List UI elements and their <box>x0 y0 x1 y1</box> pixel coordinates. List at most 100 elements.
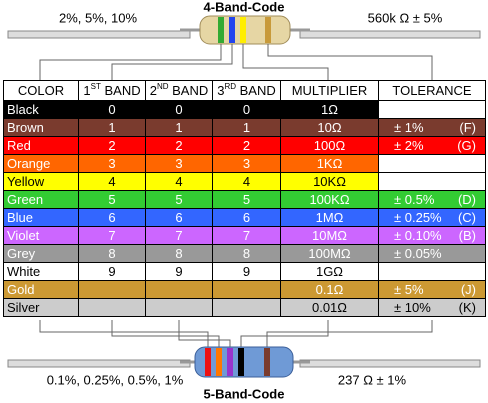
tolerance-value: ± 0.10% <box>394 228 442 243</box>
band-digit: 2 <box>78 136 146 155</box>
multiplier: 1GΩ <box>280 262 379 281</box>
tolerance-value: ± 0.5% <box>394 192 435 207</box>
column-header: 3RD BAND <box>212 80 281 101</box>
top-title: 4-Band-Code <box>204 0 285 14</box>
band-digit: 8 <box>212 244 281 263</box>
band-digit: 4 <box>78 172 146 191</box>
bottom-right-label: 237 Ω ± 1% <box>338 372 407 387</box>
tolerance-value: ± 1% <box>394 120 424 135</box>
header-sup: RD <box>224 82 237 91</box>
band-digit: 3 <box>78 154 146 173</box>
multiplier: 10MΩ <box>280 226 379 245</box>
band-digit: 2 <box>145 136 213 155</box>
color-name: White <box>3 262 79 281</box>
column-header: MULTIPLIER <box>280 80 379 101</box>
band-digit: 8 <box>78 244 146 263</box>
header-text: BAND <box>104 83 141 98</box>
band <box>218 17 224 43</box>
band-digit: 9 <box>78 262 146 281</box>
lead-bar <box>7 30 191 39</box>
multiplier: 0.1Ω <box>280 280 379 299</box>
table-row: Gold 0.1Ω ± 5% (J) <box>3 280 486 299</box>
tolerance-cell: ± 0.25% (C) <box>382 210 482 226</box>
band-digit: 9 <box>212 262 281 281</box>
color-name: Green <box>3 190 79 209</box>
band-digit: 4 <box>212 172 281 191</box>
band-digit: 0 <box>145 100 213 119</box>
table-row: White 9 9 9 1GΩ <box>3 262 486 281</box>
band-digit: 0 <box>212 100 281 119</box>
band-digit: 3 <box>145 154 213 173</box>
tolerance: ± 10% (K) <box>378 298 486 317</box>
tolerance-cell: ± 10% (K) <box>382 300 482 316</box>
column-header: 1ST BAND <box>78 80 146 101</box>
color-name: Violet <box>3 226 79 245</box>
multiplier: 0.01Ω <box>280 298 379 317</box>
tolerance-code: (D) <box>457 192 476 207</box>
tolerance: ± 1% (F) <box>378 118 486 137</box>
color-name: Grey <box>3 244 79 263</box>
bottom-title: 5-Band-Code <box>204 386 285 401</box>
band <box>265 17 271 43</box>
lead-bar <box>299 359 481 368</box>
header-text: MULTIPLIER <box>291 83 368 98</box>
tolerance-code: (C) <box>457 210 476 225</box>
header-sup: ST <box>90 82 101 91</box>
column-header: COLOR <box>3 80 79 101</box>
tolerance <box>378 262 486 281</box>
tolerance <box>378 100 486 119</box>
band-digit: 8 <box>145 244 213 263</box>
band-digit <box>78 280 146 299</box>
tolerance-cell: ± 2% (G) <box>382 138 482 154</box>
tolerance-value: ± 0.25% <box>394 210 442 225</box>
multiplier: 1Ω <box>280 100 379 119</box>
color-name: Blue <box>3 208 79 227</box>
band <box>264 348 270 376</box>
color-name: Brown <box>3 118 79 137</box>
table-row: Orange 3 3 3 1KΩ <box>3 154 486 173</box>
band-digit: 5 <box>212 190 281 209</box>
color-name: Yellow <box>3 172 79 191</box>
tolerance-code: (F) <box>459 120 476 135</box>
tolerance-code: (G) <box>457 138 476 153</box>
table-row: Violet 7 7 7 10MΩ ± 0.10% (B) <box>3 226 486 245</box>
band-digit: 6 <box>212 208 281 227</box>
color-name: Black <box>3 100 79 119</box>
header-text: BAND <box>172 83 209 98</box>
header-row: COLOR 1ST BAND 2ND BAND 3RD BAND MULTIPLIER T… <box>3 80 486 101</box>
multiplier: 1KΩ <box>280 154 379 173</box>
band-digit: 7 <box>78 226 146 245</box>
connectors <box>39 320 433 348</box>
band-digit: 1 <box>145 118 213 137</box>
tolerance <box>378 172 486 191</box>
band-digit <box>212 280 281 299</box>
multiplier: 10KΩ <box>280 172 379 191</box>
header-number: 3 <box>217 83 225 98</box>
table-row: Yellow 4 4 4 10KΩ <box>3 172 486 191</box>
band <box>240 17 246 43</box>
multiplier: 100MΩ <box>280 244 379 263</box>
band-digit: 1 <box>212 118 281 137</box>
tolerance-code: (B) <box>458 228 476 243</box>
tolerance-value: ± 2% <box>394 138 424 153</box>
table-body: Black 0 0 0 1Ω Brown 1 1 1 10Ω ± 1% (F) Red 2 2 2 100Ω ± … <box>3 100 486 317</box>
tolerance <box>378 154 486 173</box>
tolerance-value: ± 0.05% <box>394 246 442 261</box>
tolerance-cell: ± 1% (F) <box>382 120 482 136</box>
band-digit: 5 <box>78 190 146 209</box>
tolerance-code: (K) <box>458 300 476 315</box>
band <box>229 17 235 43</box>
band-digit: 6 <box>78 208 146 227</box>
band-digit: 3 <box>212 154 281 173</box>
header-text: BAND <box>239 83 276 98</box>
column-header: 2ND BAND <box>145 80 213 101</box>
color-name: Orange <box>3 154 79 173</box>
tolerance: ± 0.5% (D) <box>378 190 486 209</box>
table-row: Brown 1 1 1 10Ω ± 1% (F) <box>3 118 486 137</box>
band-digit: 7 <box>145 226 213 245</box>
tolerance-value: ± 10% <box>394 300 431 315</box>
multiplier: 10Ω <box>280 118 379 137</box>
multiplier: 1MΩ <box>280 208 379 227</box>
